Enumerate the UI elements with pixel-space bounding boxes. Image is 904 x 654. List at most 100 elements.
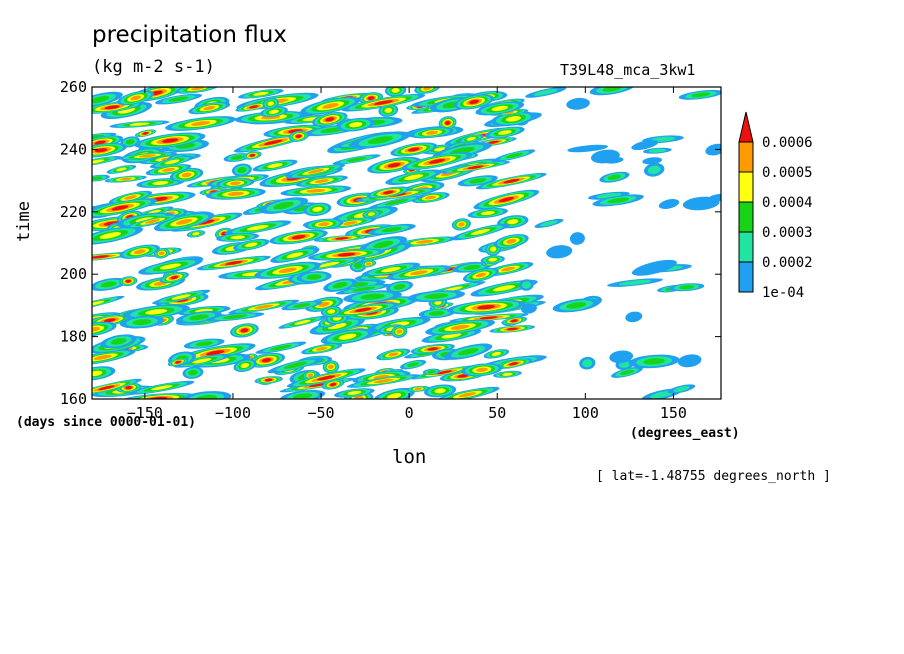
contour-band: [618, 279, 652, 286]
contour-band: [582, 359, 593, 368]
rain-cell: [262, 97, 279, 110]
rain-cell: [233, 238, 270, 251]
contour-band: [99, 232, 121, 239]
contour-band: [92, 134, 105, 139]
contour-band: [246, 224, 269, 231]
rain-cell: [677, 354, 702, 368]
rain-cell: [493, 370, 522, 378]
contour-band: [707, 193, 721, 202]
contour-band: [466, 136, 476, 141]
rain-cell: [104, 175, 147, 183]
contour-band: [307, 373, 314, 378]
rain-cell: [407, 385, 430, 392]
rain-cell: [92, 91, 123, 108]
contour-band: [493, 285, 516, 292]
rain-cell: [642, 147, 672, 154]
contour-band: [497, 130, 512, 135]
rain-cell: [117, 90, 155, 106]
contour-band: [347, 390, 362, 395]
rain-cell: [238, 88, 284, 99]
rain-cell: [462, 267, 499, 283]
y-tick-label: 240: [60, 140, 87, 158]
rain-cell: [489, 325, 536, 333]
contour-band: [569, 232, 585, 245]
contour-band: [283, 361, 308, 369]
contour-band: [352, 286, 376, 292]
contour-band: [480, 211, 495, 216]
contour-band: [264, 139, 283, 145]
contour-band: [92, 326, 101, 332]
rain-cell: [454, 94, 494, 110]
rain-cell: [579, 356, 596, 370]
rain-cell: [587, 191, 630, 200]
contour-band: [116, 167, 127, 172]
rain-cell: [336, 117, 375, 132]
axes: −150 −100 −50 0 50 100 150 160 180 200 220 240 260: [60, 78, 721, 422]
contour-band: [673, 386, 690, 392]
rain-cell: [119, 315, 165, 329]
contour-band: [264, 378, 273, 382]
rain-cell: [313, 234, 370, 243]
rain-cell: [493, 234, 529, 249]
contour-band: [253, 91, 269, 96]
rain-cell: [182, 366, 204, 379]
contour-band: [293, 303, 311, 308]
contour-band: [434, 300, 442, 305]
rain-cell: [611, 366, 643, 378]
contour-band: [196, 394, 217, 399]
rain-cell: [359, 236, 408, 253]
contour-band: [133, 249, 146, 255]
rain-cell: [288, 130, 309, 142]
contour-band: [458, 222, 465, 227]
contour-band: [335, 237, 349, 240]
chart-title: precipitation flux: [92, 22, 287, 48]
contour-band: [404, 174, 424, 181]
contour-band: [342, 221, 358, 226]
contour-band: [566, 97, 590, 110]
contour-band: [328, 322, 347, 330]
x-tick-label: −50: [308, 404, 335, 422]
y-tick-label: 200: [60, 265, 87, 283]
contour-band: [129, 122, 150, 126]
rain-cell: [303, 202, 332, 217]
rain-cell: [153, 212, 214, 232]
contour-band: [468, 99, 480, 105]
contour-band: [308, 383, 327, 388]
colorbar-box: [738, 261, 754, 293]
rain-cell: [400, 359, 427, 370]
contour-band: [295, 134, 302, 139]
rain-cell: [552, 298, 600, 313]
rain-cell: [278, 315, 327, 329]
contour-band: [322, 103, 339, 109]
rain-cell: [312, 111, 348, 127]
x-tick-label: 100: [572, 404, 599, 422]
contour-band: [261, 358, 272, 363]
contour-band: [237, 166, 247, 174]
rain-cell: [136, 178, 185, 188]
rain-cell: [280, 185, 352, 197]
rain-cell: [301, 343, 343, 355]
rain-cell: [309, 317, 365, 335]
contour-band: [643, 358, 665, 365]
contour-band: [248, 105, 259, 109]
rain-cell: [631, 259, 677, 276]
rain-cell: [362, 209, 381, 219]
rain-cell: [335, 283, 392, 295]
rain-cell: [270, 247, 320, 263]
rain-cell: [425, 319, 495, 336]
contour-band: [93, 354, 112, 360]
rain-cell: [457, 175, 498, 187]
contour-band: [192, 232, 200, 236]
contour-band: [278, 267, 297, 273]
contour-band: [125, 139, 135, 145]
contour-band: [98, 385, 115, 391]
contour-band: [125, 385, 133, 390]
rain-cell: [230, 323, 259, 338]
rain-cell: [138, 258, 203, 275]
contour-band: [410, 270, 428, 276]
rain-cell: [92, 135, 124, 151]
contour-band: [315, 346, 328, 351]
contour-band: [231, 155, 244, 160]
contour-band: [249, 153, 256, 157]
